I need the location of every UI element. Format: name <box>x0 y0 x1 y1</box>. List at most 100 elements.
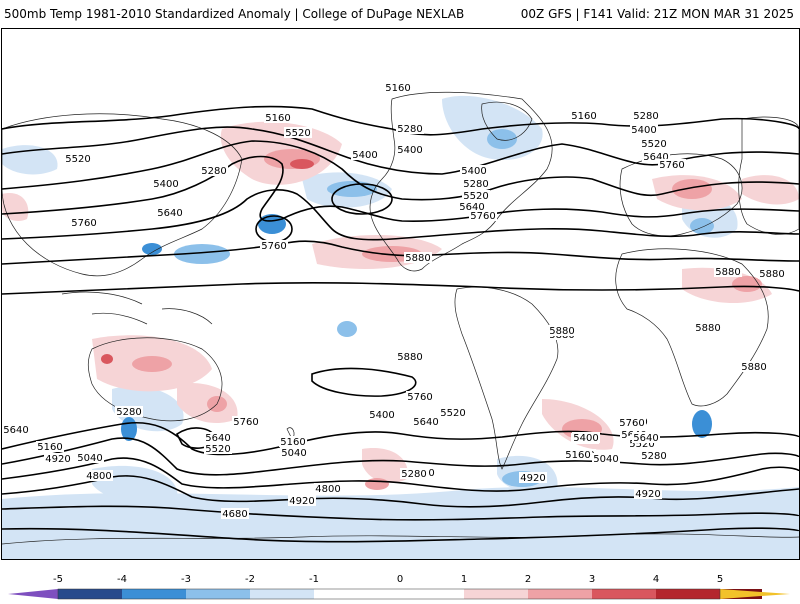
contour-label-bg <box>460 165 488 176</box>
contour-label: 5040 <box>77 453 102 464</box>
colorbar-arrow-left <box>8 589 58 599</box>
contour-label: 5400 <box>461 166 486 177</box>
colorbar-segment <box>528 589 592 599</box>
contour-label-bg <box>85 470 113 481</box>
contour-label-bg <box>694 322 722 333</box>
contour-line <box>2 437 799 476</box>
asia-coast-east <box>738 116 799 235</box>
contour-label-bg <box>2 424 30 435</box>
contour-label: 5400 <box>631 125 656 136</box>
anomaly-positive-core <box>290 159 314 169</box>
contour-label-bg <box>642 151 670 162</box>
contour-label-bg <box>115 406 143 417</box>
africa-coast <box>615 248 769 407</box>
contour-label-bg <box>264 112 292 123</box>
contour-label: 5520 <box>205 444 230 455</box>
colorbar-segment <box>122 589 186 599</box>
contour-label-bg <box>221 508 249 519</box>
contour-label: 5640 <box>643 152 668 163</box>
contour-label-bg <box>232 416 260 427</box>
anomaly-positive-area <box>2 193 29 221</box>
contour-line <box>311 367 417 397</box>
contour-line <box>2 140 799 201</box>
contour-label-bg <box>36 441 64 452</box>
anomaly-positive-core <box>101 354 113 364</box>
anomaly-negative-area <box>92 465 178 504</box>
maritime-continent-coast <box>61 291 213 325</box>
greenland-coast <box>481 101 533 141</box>
contour-label-bg <box>640 450 668 461</box>
contour-label: 5640 <box>205 433 230 444</box>
anomaly-positive-core <box>732 276 762 292</box>
contour-label-bg <box>368 409 396 420</box>
contour-label: 5880 <box>397 352 422 363</box>
contour-label-bg <box>592 453 620 464</box>
contour-label-bg <box>519 472 547 483</box>
contour-label-bg <box>412 416 440 427</box>
contour-label: 5280 <box>401 469 426 480</box>
height-contours <box>2 105 799 543</box>
colorbar-segment <box>58 589 122 599</box>
contour-label-bg <box>400 468 428 479</box>
anomaly-positive-core <box>132 356 172 372</box>
contour-label: 5520 <box>285 128 310 139</box>
map-panel[interactable]: 5160 5160 5280 5520 5400 5520 5280 5400 5640 5760… <box>1 28 800 560</box>
contour-line <box>2 126 799 175</box>
contour-label-bg <box>439 407 467 418</box>
colorbar <box>0 570 800 600</box>
contour-label: 5040 <box>593 454 618 465</box>
contour-label: 5280 <box>463 179 488 190</box>
south-america-coast <box>454 286 559 470</box>
contour-label: 5040 <box>281 448 306 459</box>
contour-label-bg <box>632 110 660 121</box>
contour-label-bg <box>628 438 656 449</box>
contour-label: 5880 <box>405 253 430 264</box>
colorbar-tick-label: 2 <box>524 574 532 585</box>
contour-label-bg <box>284 127 312 138</box>
contour-label: 5880 <box>549 326 574 337</box>
contour-label-bg <box>279 436 307 447</box>
contour-line <box>2 105 799 136</box>
contour-label: 5640 <box>633 433 658 444</box>
colorbar-segment <box>314 589 400 599</box>
contour-line <box>2 281 799 295</box>
contour-label: 5760 <box>261 241 286 252</box>
contour-label-bg <box>260 240 288 251</box>
contour-label: 5880 <box>715 267 740 278</box>
antarctica-coast <box>2 533 799 545</box>
contour-label-bg <box>44 453 72 464</box>
contour-label-bg <box>462 178 490 189</box>
contour-label-bg <box>64 153 92 164</box>
contour-label-bg <box>200 165 228 176</box>
contour-label: 5160 <box>265 113 290 124</box>
colorbar-tick-label: 5 <box>716 574 724 585</box>
contour-label: 5760 <box>619 418 644 429</box>
contour-label-bg <box>314 483 342 494</box>
contour-label-bg <box>280 447 308 458</box>
header: 500mb Temp 1981-2010 Standardized Anomal… <box>0 0 800 28</box>
contour-line <box>2 189 799 241</box>
colorbar-segment <box>464 589 528 599</box>
contour-label: 5520 <box>629 439 654 450</box>
contour-label: 5520 <box>641 139 666 150</box>
contour-label: 5640 <box>459 202 484 213</box>
colorbar-tick-label: -1 <box>309 574 319 585</box>
asia-coast <box>2 113 243 277</box>
contour-line <box>2 421 799 456</box>
contour-label-bg <box>406 391 434 402</box>
colorbar-tick-label: -2 <box>245 574 255 585</box>
contour-label-bg <box>204 443 232 454</box>
contour-label-bg <box>288 495 316 506</box>
contour-label-bg <box>396 144 424 155</box>
contour-label: 5400 <box>352 150 377 161</box>
contour-labels: 5160516052805520540055205280540056405760… <box>2 82 786 520</box>
contour-label-bg <box>404 252 432 263</box>
contour-label: 5760 <box>659 160 684 171</box>
map-title: 500mb Temp 1981-2010 Standardized Anomal… <box>4 7 465 21</box>
anomaly-negative-core <box>692 410 712 438</box>
colorbar-arrow-right <box>720 589 790 599</box>
contour-label: 5280 <box>201 166 226 177</box>
contour-cutoff-low <box>331 183 393 215</box>
anomaly-positive-core <box>672 179 712 199</box>
contour-label: 4800 <box>86 471 111 482</box>
